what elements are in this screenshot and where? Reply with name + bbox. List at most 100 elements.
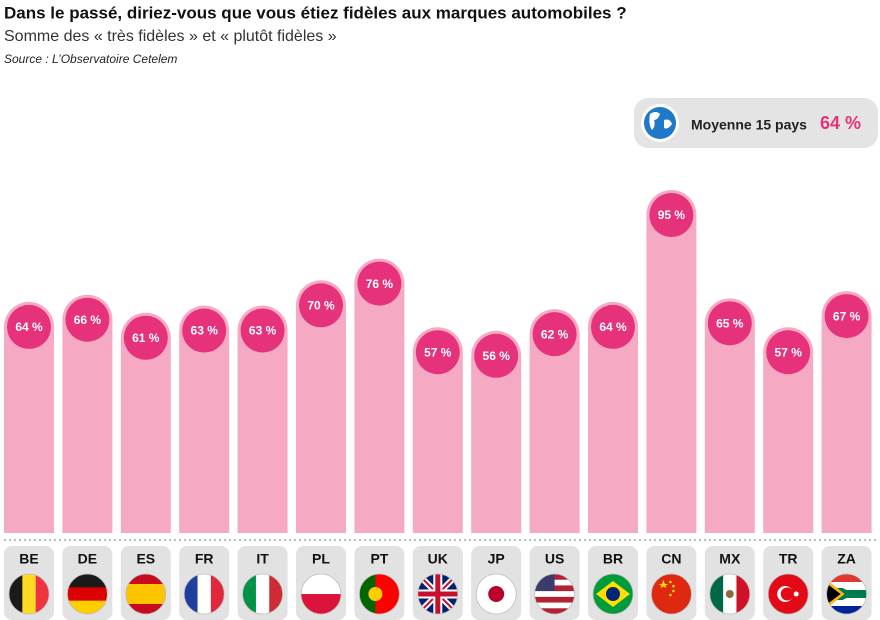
average-background (634, 98, 878, 148)
value-label: 57 % (775, 345, 803, 359)
flag-emblem (606, 587, 620, 601)
flag (417, 574, 458, 614)
bar (471, 330, 522, 533)
flag-stripe (67, 574, 108, 588)
value-badge (182, 308, 227, 353)
flag (651, 574, 692, 614)
value-label: 62 % (541, 327, 569, 341)
flag-stripe (269, 574, 283, 614)
flag-outline (67, 573, 108, 615)
source: Source : L’Observatoire Cetelem (4, 52, 177, 66)
flag-outline (651, 573, 692, 615)
flag-outline (767, 573, 809, 615)
flag-outline (417, 573, 459, 615)
bar (4, 301, 54, 533)
flag-emblem (488, 586, 505, 602)
flag-stripe (125, 604, 166, 614)
flag-stripe (242, 574, 257, 614)
x-tick-label: ES (136, 551, 155, 567)
value-label: 70 % (307, 298, 335, 312)
flag-outline (183, 573, 225, 615)
flag-stripe (210, 574, 225, 614)
flag-stripe (826, 606, 867, 614)
flag (709, 574, 750, 614)
bar (529, 309, 580, 533)
flag-stripe (35, 574, 49, 614)
bar (179, 305, 230, 533)
flag-stripe (826, 598, 867, 607)
bar (62, 294, 113, 533)
bar (704, 298, 755, 533)
flag-stripe (534, 602, 575, 609)
value-label: 76 % (366, 277, 394, 291)
flag-stripe (184, 574, 198, 614)
flag-stripe (255, 574, 270, 614)
flag (768, 574, 809, 614)
value-label: 64 % (15, 320, 43, 334)
value-label: 56 % (483, 349, 511, 363)
flag-stripe (9, 574, 23, 614)
x-tick-label: BE (19, 551, 38, 567)
bar (237, 305, 288, 533)
flag-stripe (651, 574, 692, 614)
flag-stripe (391, 574, 400, 614)
value-badge (532, 312, 577, 357)
flag-outline (475, 573, 517, 615)
value-label: 63 % (249, 324, 277, 338)
bar (646, 189, 697, 533)
value-badge (240, 308, 285, 353)
flag (359, 574, 400, 614)
flag-stripe (534, 591, 575, 598)
value-label: 95 % (658, 208, 686, 222)
flag (9, 574, 49, 614)
flag-outline (709, 573, 751, 615)
flag (125, 574, 166, 614)
flag-outline (125, 573, 167, 615)
flag-emblem (672, 584, 675, 588)
value-badge (415, 330, 460, 375)
value-badge (766, 330, 811, 375)
value-badge (649, 193, 694, 237)
flag-stripe (125, 574, 166, 585)
value-badge (707, 301, 752, 346)
x-tick-label: US (545, 551, 564, 567)
x-tick-label: CN (661, 551, 681, 567)
flag-outline (8, 573, 50, 615)
average-label: Moyenne 15 pays (691, 117, 807, 133)
bar (296, 280, 346, 533)
flag-stripe (67, 600, 108, 614)
flag-stripe (67, 587, 108, 601)
flag (301, 574, 341, 614)
value-badge (474, 333, 519, 378)
flag-stripe (826, 574, 867, 583)
x-tick-label: FR (195, 551, 214, 567)
value-label: 63 % (191, 324, 219, 338)
flag-stripe (125, 584, 166, 595)
value-badge (824, 294, 869, 339)
flag-emblem (368, 587, 383, 601)
flag-stripe (22, 574, 36, 614)
flag-emblem (669, 593, 672, 597)
flag-emblem (780, 587, 794, 601)
value-label: 57 % (424, 345, 452, 359)
flag-stripe (197, 574, 212, 614)
flag (593, 574, 633, 614)
flag (184, 574, 225, 614)
x-tick-label: DE (78, 551, 97, 567)
flag-outline (826, 573, 867, 615)
value-label: 66 % (74, 313, 102, 327)
flag-stripe (301, 594, 341, 614)
flag-stripe (826, 582, 867, 591)
flag-emblem (669, 580, 672, 584)
flag-stripe (709, 574, 724, 614)
value-label: 65 % (716, 316, 744, 330)
chart-subtitle: Somme des « très fidèles » et « plutôt f… (4, 28, 337, 45)
x-tick-label: PL (312, 551, 330, 567)
flag-outline (300, 573, 342, 615)
flag (826, 574, 867, 614)
x-tick-label: BR (603, 551, 623, 567)
x-tick-label: UK (428, 551, 448, 567)
value-label: 67 % (833, 309, 861, 323)
flag-outline (242, 573, 284, 615)
flag-emblem (658, 580, 669, 588)
